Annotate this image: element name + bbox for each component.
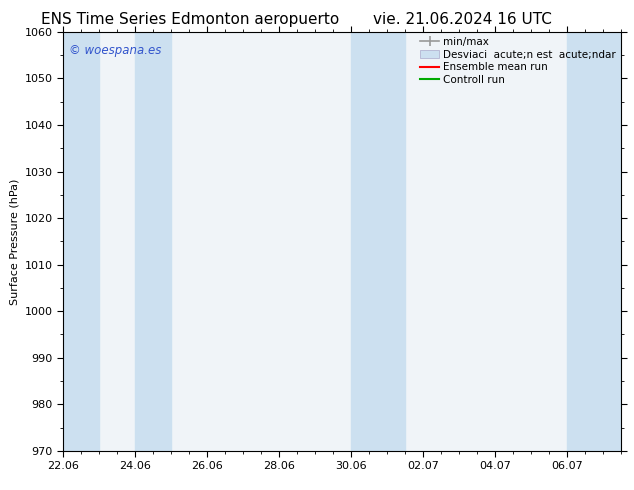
Bar	[63, 32, 100, 451]
Y-axis label: Surface Pressure (hPa): Surface Pressure (hPa)	[10, 178, 19, 304]
Text: ENS Time Series Edmonton aeropuerto: ENS Time Series Edmonton aeropuerto	[41, 12, 339, 27]
Text: © woespana.es: © woespana.es	[69, 45, 162, 57]
Bar	[136, 32, 171, 451]
Bar	[351, 32, 405, 451]
Legend: min/max, Desviaci  acute;n est  acute;ndar, Ensemble mean run, Controll run: min/max, Desviaci acute;n est acute;ndar…	[418, 35, 618, 87]
Text: vie. 21.06.2024 16 UTC: vie. 21.06.2024 16 UTC	[373, 12, 552, 27]
Bar	[567, 32, 621, 451]
